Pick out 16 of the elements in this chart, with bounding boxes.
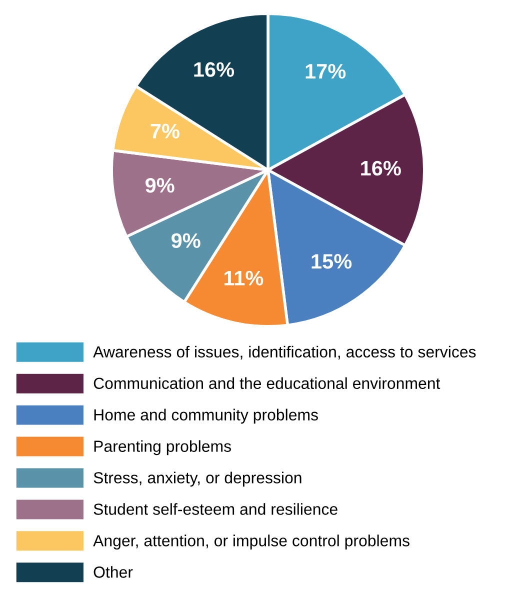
data-label: 15% [312,254,352,269]
legend-label: Home and community problems [94,408,318,424]
data-label: 17% [306,64,346,79]
data-label: 16% [194,62,234,77]
data-label: 9% [146,178,174,193]
data-label: 7% [150,124,180,138]
legend-label: Stress, anxiety, or depression [94,472,302,487]
data-label: 16% [361,160,401,176]
legend-label: Parenting problems [94,440,231,456]
legend-label: Other [94,566,133,578]
legend-label: Awareness of issues, identification, access to services [93,346,476,360]
legend-label: Student self-esteem and resilience [94,503,338,515]
data-label: 9% [172,233,200,248]
data-label: 11% [224,270,264,286]
legend-label: Anger, attention, or impulse control problems [93,534,410,550]
legend-label: Communication and the educational environment [94,377,440,390]
